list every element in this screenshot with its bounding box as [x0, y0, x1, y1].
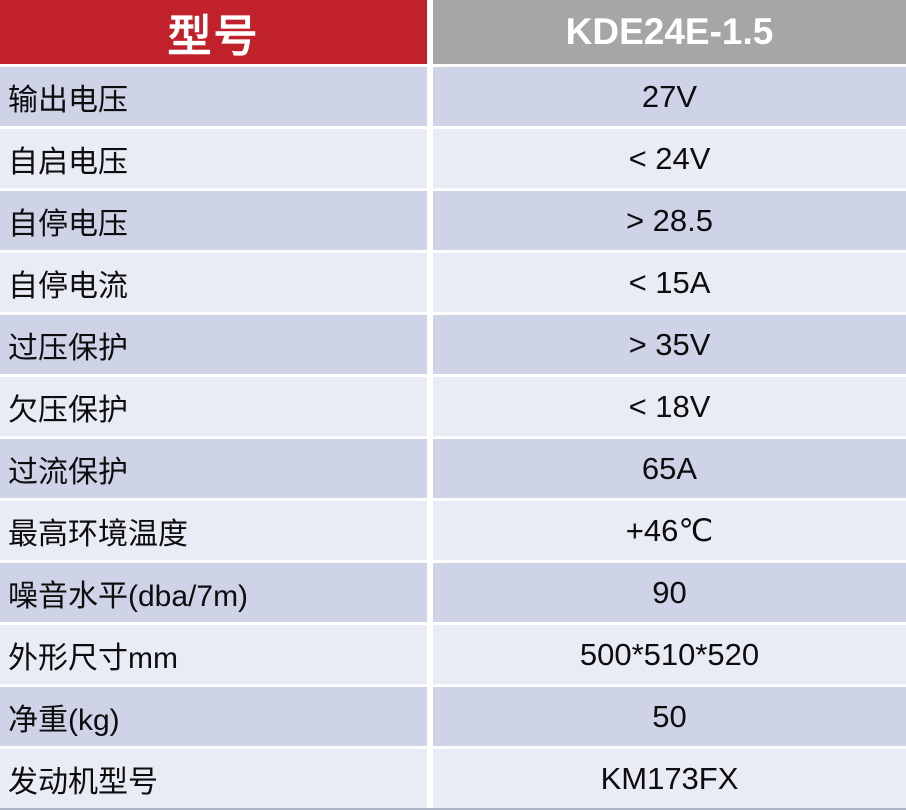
table-body: 输出电压 27V 自启电压 < 24V 自停电压 > 28.5 自停电流 < 15A 过压保护 >…: [0, 67, 906, 808]
table-row: 过流保护 65A: [0, 439, 906, 498]
spec-label: 外形尺寸mm: [0, 625, 427, 684]
table-row: 发动机型号 KM173FX: [0, 749, 906, 808]
table-row: 最高环境温度 +46℃: [0, 501, 906, 560]
table-bottom-edge: [0, 808, 906, 810]
spec-value: 65A: [433, 439, 906, 498]
spec-value: < 18V: [433, 377, 906, 436]
table-row: 净重(kg) 50: [0, 687, 906, 746]
table-row: 自启电压 < 24V: [0, 129, 906, 188]
spec-value: 27V: [433, 67, 906, 126]
spec-label: 输出电压: [0, 67, 427, 126]
model-header-value: KDE24E-1.5: [433, 0, 906, 64]
spec-label: 噪音水平(dba/7m): [0, 563, 427, 622]
table-row: 自停电流 < 15A: [0, 253, 906, 312]
spec-label: 过流保护: [0, 439, 427, 498]
spec-label: 欠压保护: [0, 377, 427, 436]
spec-label: 发动机型号: [0, 749, 427, 808]
model-header-label: 型号: [0, 0, 427, 64]
spec-label: 最高环境温度: [0, 501, 427, 560]
spec-label: 净重(kg): [0, 687, 427, 746]
spec-label: 自启电压: [0, 129, 427, 188]
spec-value: 90: [433, 563, 906, 622]
table-row: 欠压保护 < 18V: [0, 377, 906, 436]
spec-value: KM173FX: [433, 749, 906, 808]
spec-label: 自停电流: [0, 253, 427, 312]
spec-value: +46℃: [433, 501, 906, 560]
spec-value: > 35V: [433, 315, 906, 374]
spec-value: > 28.5: [433, 191, 906, 250]
spec-value: < 15A: [433, 253, 906, 312]
table-header-row: 型号 KDE24E-1.5: [0, 0, 906, 64]
table-row: 自停电压 > 28.5: [0, 191, 906, 250]
table-row: 输出电压 27V: [0, 67, 906, 126]
table-row: 噪音水平(dba/7m) 90: [0, 563, 906, 622]
spec-label: 过压保护: [0, 315, 427, 374]
spec-label: 自停电压: [0, 191, 427, 250]
table-row: 外形尺寸mm 500*510*520: [0, 625, 906, 684]
spec-value: 500*510*520: [433, 625, 906, 684]
spec-value: < 24V: [433, 129, 906, 188]
spec-value: 50: [433, 687, 906, 746]
table-row: 过压保护 > 35V: [0, 315, 906, 374]
